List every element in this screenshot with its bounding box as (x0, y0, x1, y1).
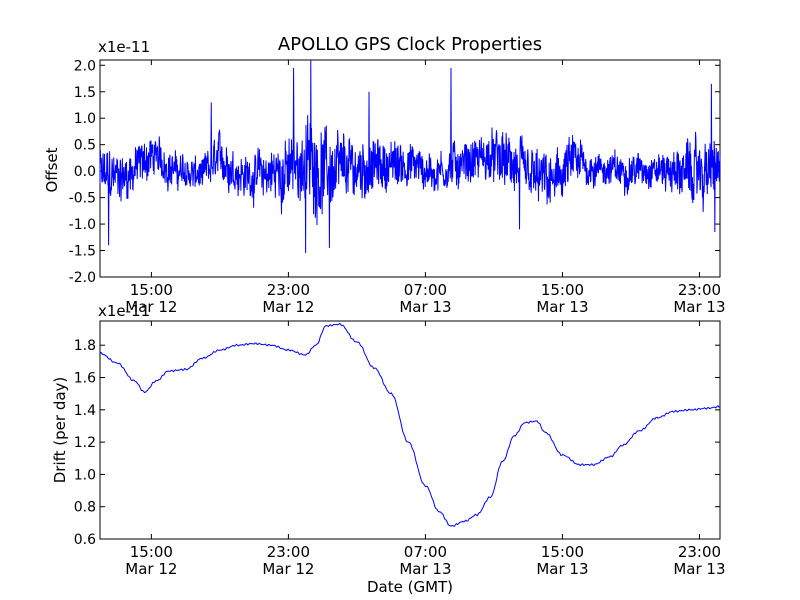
top-y-axis-label: Offset (43, 147, 61, 192)
drift-ytick-label: 0.8 (74, 500, 96, 516)
drift-xtick-date-label: Mar 12 (125, 560, 177, 578)
bottom-y-axis-label: Drift (per day) (51, 377, 69, 484)
top-offset-text: x1e-11 (98, 38, 150, 56)
drift-xtick-date-label: Mar 13 (673, 560, 725, 578)
offset-ytick-label: -2.0 (69, 270, 96, 286)
drift-xtick-time-label: 07:00 (404, 543, 447, 561)
offset-xtick-date-label: Mar 13 (399, 298, 451, 316)
drift-ytick-label: 1.2 (74, 435, 96, 451)
drift-ytick-label: 1.4 (74, 403, 96, 419)
offset-xtick-time-label: 23:00 (678, 281, 721, 299)
drift-xtick-time-label: 15:00 (541, 543, 584, 561)
offset-xtick-date-label: Mar 12 (125, 298, 177, 316)
offset-ytick-label: 1.0 (74, 111, 96, 127)
offset-ytick-label: 0.5 (74, 138, 96, 154)
drift-xtick-date-label: Mar 13 (536, 560, 588, 578)
offset-xtick-date-label: Mar 13 (536, 298, 588, 316)
bottom-x-axis-label: Date (GMT) (367, 578, 453, 596)
drift-ytick-label: 0.6 (74, 532, 96, 548)
drift-xtick-date-label: Mar 12 (262, 560, 314, 578)
drift-plot-frame (99, 320, 721, 540)
offset-ytick-label: -1.0 (69, 217, 96, 233)
offset-y-ticks: -2.0 -1.5 -1.0 -0.5 0.0 0.5 1.0 1.5 2.0 (69, 58, 720, 286)
drift-ytick-label: 1.6 (74, 371, 96, 387)
drift-y-ticks: 0.6 0.8 1.0 1.2 1.4 1.6 1.8 (74, 338, 720, 548)
offset-xtick-time-label: 07:00 (404, 281, 447, 299)
offset-xtick-time-label: 15:00 (541, 281, 584, 299)
offset-series-line (99, 59, 721, 254)
offset-plot-area: -2.0-1.5-1.0-0.50.00.51.01.52.0 15:00Mar… (69, 58, 726, 316)
offset-xtick-time-label: 15:00 (130, 281, 173, 299)
drift-xtick-date-label: Mar 13 (399, 560, 451, 578)
chart-title: APOLLO GPS Clock Properties (278, 34, 542, 55)
drift-ytick-label: 1.8 (74, 338, 96, 354)
offset-ytick-label: 2.0 (74, 58, 96, 74)
offset-xtick-date-label: Mar 12 (262, 298, 314, 316)
bottom-offset-text: x1e-11 (98, 302, 150, 320)
drift-series-line (99, 322, 721, 527)
drift-xtick-time-label: 15:00 (130, 543, 173, 561)
drift-ytick-label: 1.0 (74, 467, 96, 483)
drift-xtick-time-label: 23:00 (267, 543, 310, 561)
drift-xtick-time-label: 23:00 (678, 543, 721, 561)
offset-ytick-label: 0.0 (74, 164, 96, 180)
offset-ytick-label: -1.5 (69, 244, 96, 260)
offset-xtick-time-label: 23:00 (267, 281, 310, 299)
offset-ytick-label: 1.5 (74, 85, 96, 101)
offset-ytick-label: -0.5 (69, 191, 96, 207)
offset-xtick-date-label: Mar 13 (673, 298, 725, 316)
